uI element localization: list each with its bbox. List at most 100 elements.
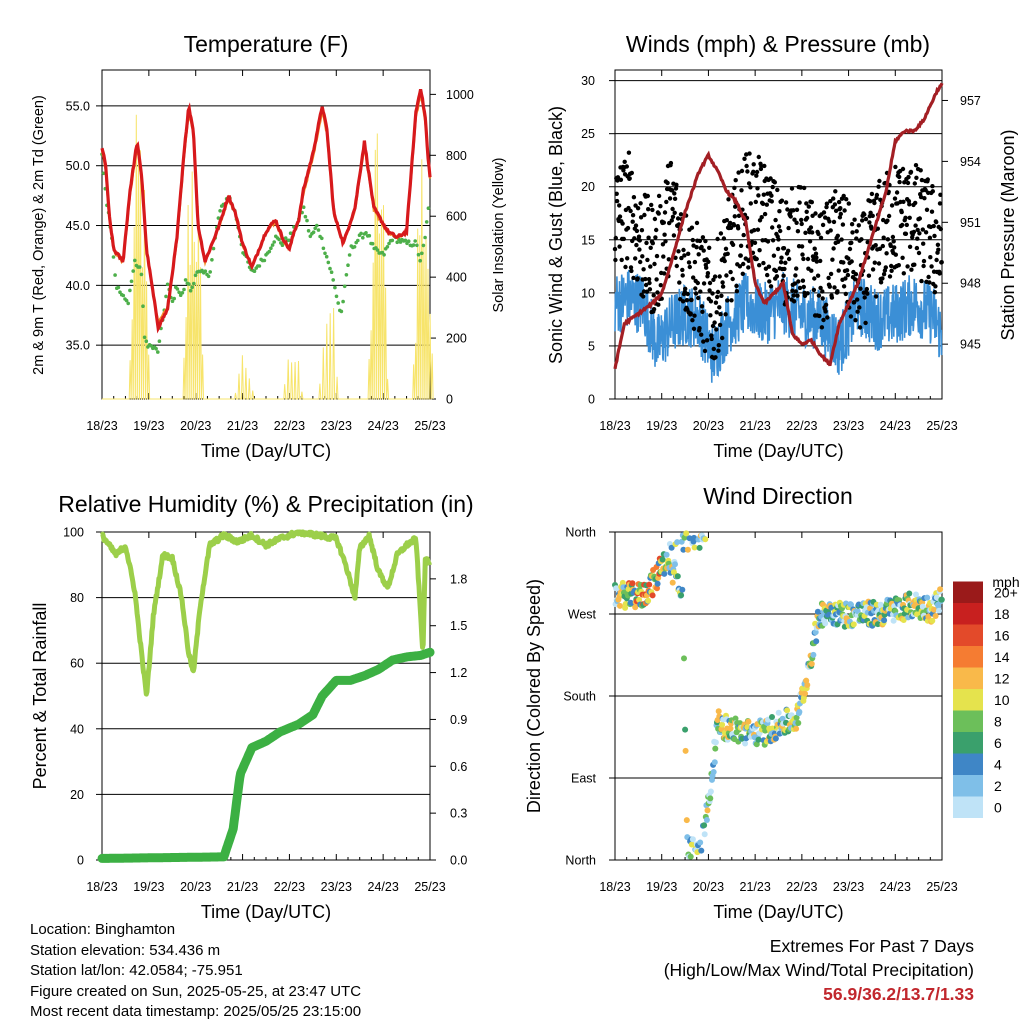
dewpoint-point: [403, 238, 408, 243]
dewpoint-point: [329, 270, 334, 275]
gust-point: [887, 274, 893, 279]
gust-point: [783, 200, 789, 205]
y2-tick-label: 1000: [446, 88, 474, 102]
direction-point: [711, 759, 718, 766]
y-tick-label: North: [565, 526, 596, 540]
gust-point: [844, 268, 850, 273]
gust-point: [790, 288, 795, 293]
gust-point: [928, 255, 933, 260]
direction-point: [696, 544, 703, 551]
gust-point: [726, 197, 731, 202]
gust-point: [650, 241, 655, 246]
gust-point: [889, 263, 894, 269]
direction-point: [629, 580, 636, 587]
gust-point: [773, 268, 779, 274]
gust-point: [691, 275, 696, 280]
gust-point: [792, 281, 798, 286]
gust-point: [843, 291, 848, 297]
gust-point: [751, 169, 756, 174]
gust-point: [803, 230, 808, 235]
legend-swatch: [953, 689, 983, 711]
direction-point: [654, 580, 661, 587]
gust-point: [653, 235, 658, 240]
x-tick-label: 18/23: [86, 419, 117, 433]
dewpoint-point: [339, 309, 344, 314]
gust-point: [827, 284, 832, 289]
gust-point: [841, 284, 847, 289]
gust-point: [817, 313, 822, 319]
gust-point: [782, 266, 787, 272]
gust-point: [839, 237, 844, 242]
dewpoint-point: [305, 218, 309, 223]
direction-point: [881, 617, 888, 624]
gust-point: [842, 208, 847, 213]
dewpoint-point: [210, 258, 214, 262]
gust-point: [756, 193, 761, 198]
gust-point: [894, 190, 900, 195]
direction-point: [668, 544, 675, 551]
x-axis-label: Time (Day/UTC): [201, 902, 331, 922]
dewpoint-point: [172, 296, 176, 301]
direction-point: [617, 602, 623, 609]
gust-point: [903, 215, 908, 220]
gust-point: [636, 234, 642, 239]
dewpoint-point: [385, 245, 390, 249]
dewpoint-point: [313, 226, 318, 231]
dewpoint-point: [257, 264, 262, 268]
gust-point: [705, 271, 711, 276]
gust-point: [724, 218, 729, 223]
gust-point: [746, 265, 751, 270]
direction-point: [913, 591, 919, 598]
gust-point: [696, 295, 701, 301]
gust-point: [773, 217, 778, 223]
y2-tick-label: 0.0: [450, 854, 467, 868]
gust-point: [907, 202, 912, 207]
gust-point: [849, 222, 855, 227]
x-tick-label: 24/23: [880, 880, 911, 894]
gust-point: [844, 197, 849, 202]
gust-point: [626, 150, 632, 155]
gust-point: [821, 317, 826, 323]
gust-point: [930, 184, 935, 189]
direction-point: [622, 600, 629, 607]
gust-point: [808, 225, 814, 230]
direction-point: [795, 720, 802, 726]
dewpoint-point: [347, 253, 352, 257]
extremes-values: 56.9/36.2/13.7/1.33: [823, 984, 974, 1004]
gust-point: [677, 280, 682, 285]
gust-point: [729, 298, 734, 303]
direction-point: [701, 831, 708, 838]
y-axis-label: Sonic Wind & Gust (Blue, Black): [546, 106, 566, 364]
gust-point: [714, 327, 719, 332]
created-text: Figure created on Sun, 2025-05-25, at 23…: [30, 982, 362, 1000]
gust-point: [812, 276, 817, 281]
gust-point: [809, 200, 814, 205]
gust-point: [646, 235, 651, 240]
direction-point: [632, 604, 639, 611]
gust-point: [647, 280, 652, 286]
gust-point: [633, 256, 638, 261]
direction-point: [683, 817, 690, 824]
gust-point: [772, 180, 777, 185]
direction-point: [935, 603, 942, 610]
direction-point: [900, 617, 907, 623]
gust-point: [821, 210, 827, 215]
gust-point: [913, 163, 919, 168]
dewpoint-point: [367, 233, 372, 238]
gust-point: [852, 217, 857, 222]
dewpoint-point: [346, 263, 350, 268]
dewpoint-point: [331, 278, 336, 282]
dewpoint-point: [387, 241, 391, 246]
gust-point: [778, 260, 784, 265]
gust-point: [863, 216, 869, 222]
gust-point: [730, 242, 736, 247]
gust-point: [741, 232, 746, 238]
gust-point: [694, 220, 700, 226]
gust-point: [900, 166, 906, 172]
winds-pressure-panel: 18/23 19/23 20/23 21/23 22/23 23/23 24/23 25/23…: [546, 31, 1018, 461]
y2-tick-label: 1.8: [450, 572, 467, 586]
dewpoint-point: [187, 282, 191, 286]
dewpoint-point: [356, 238, 360, 243]
gust-point: [819, 325, 825, 330]
gust-point: [889, 268, 894, 273]
